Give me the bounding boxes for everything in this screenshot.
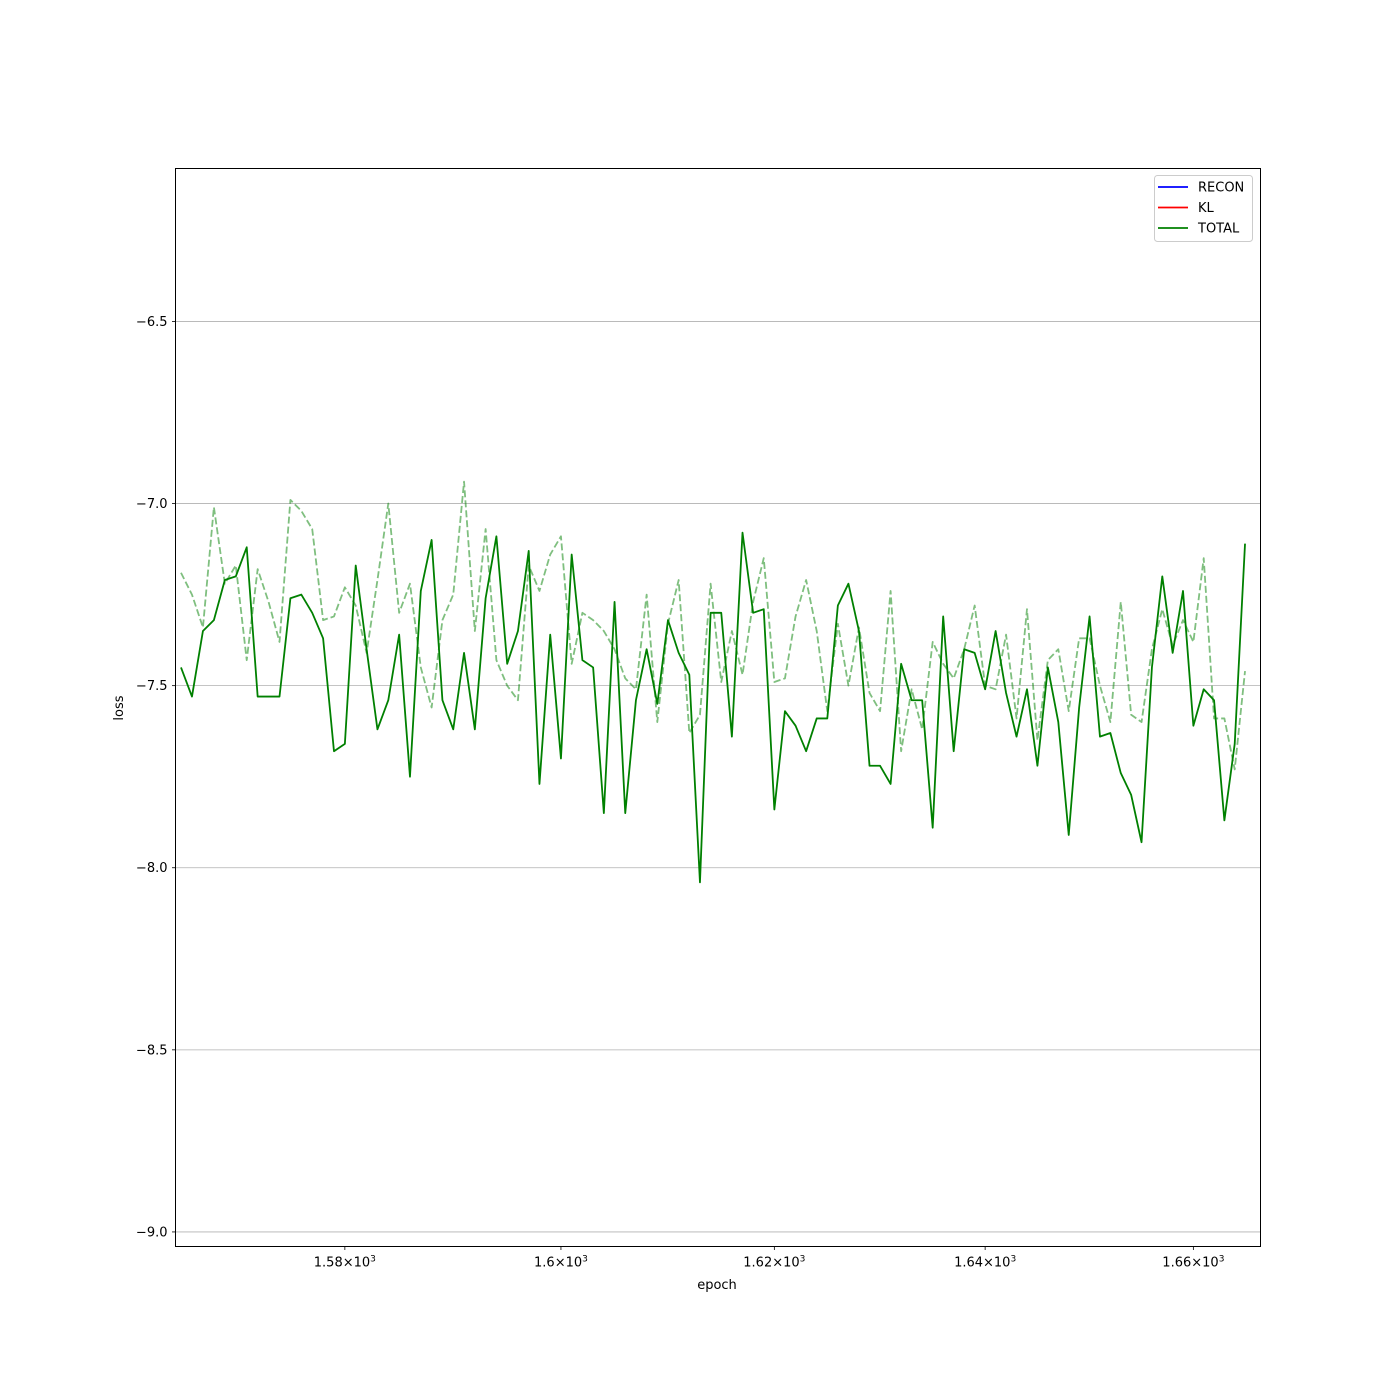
legend-box bbox=[1154, 175, 1253, 242]
legend: RECON KL TOTAL bbox=[1154, 175, 1253, 242]
x-tick-label: 1.62×103 bbox=[743, 1255, 805, 1271]
x-tick-label: 1.58×103 bbox=[314, 1255, 376, 1271]
x-tick-label: 1.66×103 bbox=[1162, 1255, 1224, 1271]
secondary-dashed-line bbox=[180, 480, 1246, 771]
y-tick-label: −8.5 bbox=[136, 1043, 168, 1058]
y-tick-label: −8.0 bbox=[136, 861, 168, 876]
plot-frame bbox=[175, 168, 1261, 1247]
y-tick-label: −9.0 bbox=[136, 1225, 168, 1240]
x-tick-label: 1.64×103 bbox=[954, 1255, 1016, 1271]
x-tick-label: 1.6×103 bbox=[534, 1255, 588, 1271]
y-axis-ticks: −6.5 −7.0 −7.5 −8.0 −8.5 −9.0 bbox=[136, 315, 176, 1240]
series-lines bbox=[180, 480, 1246, 884]
x-axis-label: epoch bbox=[697, 1278, 737, 1293]
grid-lines bbox=[175, 321, 1261, 1233]
x-axis-ticks: 1.58×103 1.6×103 1.62×103 1.64×103 1.66×103 bbox=[314, 1246, 1224, 1271]
y-tick-label: −6.5 bbox=[136, 315, 168, 330]
y-tick-label: −7.0 bbox=[136, 497, 168, 512]
y-axis-label: loss bbox=[112, 695, 127, 720]
y-tick-label: −7.5 bbox=[136, 679, 168, 694]
legend-label-kl: KL bbox=[1198, 201, 1215, 216]
legend-label-total: TOTAL bbox=[1197, 222, 1240, 237]
total-solid-line bbox=[180, 531, 1246, 884]
legend-label-recon: RECON bbox=[1198, 181, 1244, 196]
